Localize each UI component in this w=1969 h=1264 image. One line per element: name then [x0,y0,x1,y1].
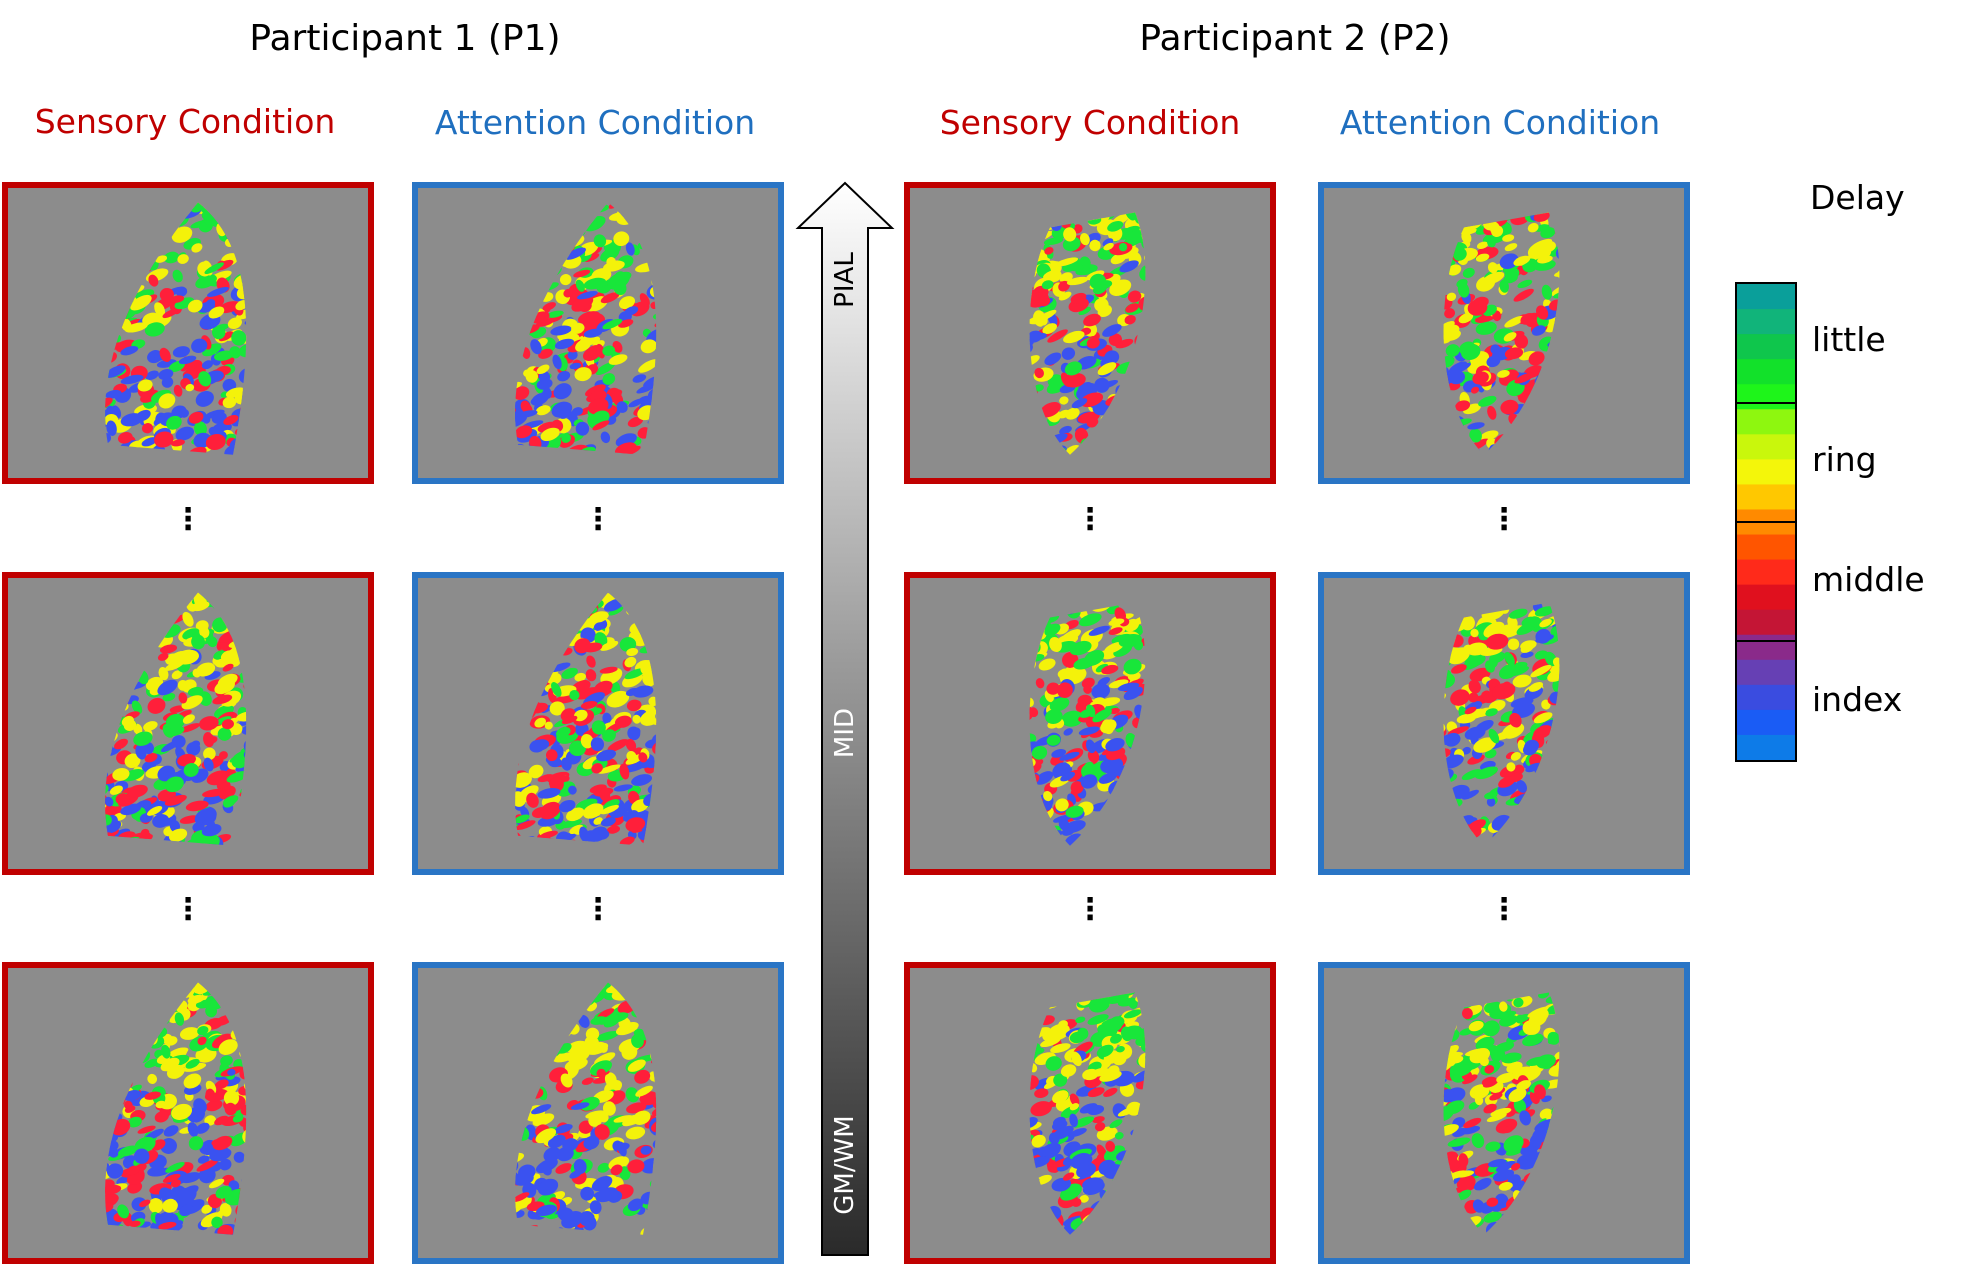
legend-color-step [1737,484,1795,510]
legend-label-ring: ring [1812,440,1877,479]
p2-attention-map-depth-1 [1318,182,1690,484]
legend-color-step [1737,635,1795,661]
legend-color-step [1737,384,1795,410]
participant-2-title: Participant 2 (P2) [1080,18,1510,59]
legend-label-index: index [1812,680,1902,719]
legend-color-step [1737,660,1795,686]
p1-sensory-map-depth-2 [2,572,374,875]
mid-label: MID [830,698,860,768]
legend-color-step [1737,585,1795,611]
legend-color-step [1737,409,1795,435]
legend-color-step [1737,735,1795,761]
p2-attention-map-depth-3 [1318,962,1690,1264]
participant-1-title: Participant 1 (P1) [190,18,620,59]
pial-label: PIAL [830,245,860,315]
p2-sensory-map-depth-3 [904,962,1276,1264]
p1-attention-map-depth-1 [412,182,784,484]
legend-color-step [1737,685,1795,711]
legend-color-step [1737,434,1795,460]
p1-attention-label: Attention Condition [425,103,765,142]
p2-attention-label: Attention Condition [1330,103,1670,142]
gm-wm-label: GM/WM [830,1100,860,1230]
legend-color-step [1737,610,1795,636]
p2-sensory-map-depth-2 [904,572,1276,875]
legend-color-step [1737,334,1795,360]
row-separator-dots: ⋮ [904,505,1276,535]
row-separator-dots: ⋮ [1318,505,1690,535]
legend-color-step [1737,284,1795,310]
p1-attention-map-depth-2 [412,572,784,875]
legend-colorbar [1735,282,1797,762]
legend-label-little: little [1812,320,1886,359]
row-separator-dots: ⋮ [1318,895,1690,925]
p1-sensory-map-depth-3 [2,962,374,1264]
p1-sensory-label: Sensory Condition [20,102,350,141]
row-separator-dots: ⋮ [904,895,1276,925]
legend-label-middle: middle [1812,560,1925,599]
p1-attention-map-depth-3 [412,962,784,1264]
p2-sensory-map-depth-1 [904,182,1276,484]
legend-color-step [1737,560,1795,586]
legend-color-step [1737,309,1795,335]
legend-color-step [1737,459,1795,485]
p2-attention-map-depth-2 [1318,572,1690,875]
legend-title: Delay [1810,178,1905,217]
row-separator-dots: ⋮ [412,505,784,535]
legend-color-step [1737,535,1795,561]
legend-color-step [1737,710,1795,736]
legend-color-step [1737,359,1795,385]
p1-sensory-map-depth-1 [2,182,374,484]
row-separator-dots: ⋮ [2,505,374,535]
p2-sensory-label: Sensory Condition [925,103,1255,142]
row-separator-dots: ⋮ [2,895,374,925]
row-separator-dots: ⋮ [412,895,784,925]
